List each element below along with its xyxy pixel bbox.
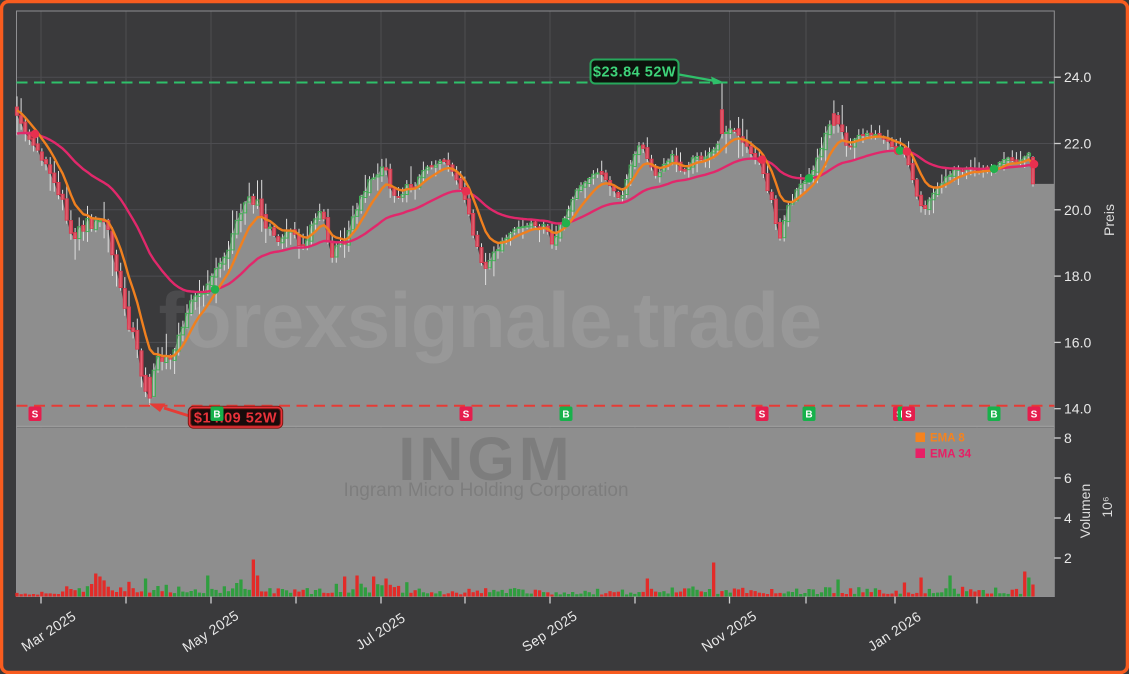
svg-text:14.0: 14.0: [1064, 401, 1091, 417]
svg-text:Preis: Preis: [1101, 204, 1117, 236]
svg-text:20.0: 20.0: [1064, 202, 1091, 218]
svg-text:S: S: [905, 410, 912, 421]
svg-text:6: 6: [1064, 470, 1072, 486]
svg-text:16.0: 16.0: [1064, 334, 1091, 350]
svg-text:2: 2: [1064, 550, 1072, 566]
svg-text:forexsignale.trade: forexsignale.trade: [159, 276, 822, 364]
svg-text:$14.09 52W: $14.09 52W: [194, 411, 277, 427]
svg-text:8: 8: [1064, 430, 1072, 446]
svg-text:24.0: 24.0: [1064, 69, 1091, 85]
svg-text:Volumen: Volumen: [1077, 484, 1093, 538]
svg-text:B: B: [990, 410, 997, 421]
svg-text:S: S: [463, 410, 470, 421]
svg-text:B: B: [213, 410, 220, 421]
svg-text:4: 4: [1064, 510, 1072, 526]
svg-text:$23.84 52W: $23.84 52W: [593, 65, 676, 81]
svg-text:INGM: INGM: [398, 425, 573, 493]
svg-text:EMA 8: EMA 8: [930, 433, 965, 445]
svg-text:Ingram Micro Holding Corporati: Ingram Micro Holding Corporation: [343, 480, 628, 501]
svg-text:EMA 34: EMA 34: [930, 449, 972, 461]
svg-text:S: S: [1031, 410, 1038, 421]
svg-text:18.0: 18.0: [1064, 268, 1091, 284]
svg-text:10⁶: 10⁶: [1099, 496, 1115, 517]
svg-text:B: B: [562, 410, 569, 421]
svg-text:22.0: 22.0: [1064, 136, 1091, 152]
svg-text:S: S: [32, 410, 39, 421]
svg-text:S: S: [759, 410, 766, 421]
svg-text:B: B: [805, 410, 812, 421]
